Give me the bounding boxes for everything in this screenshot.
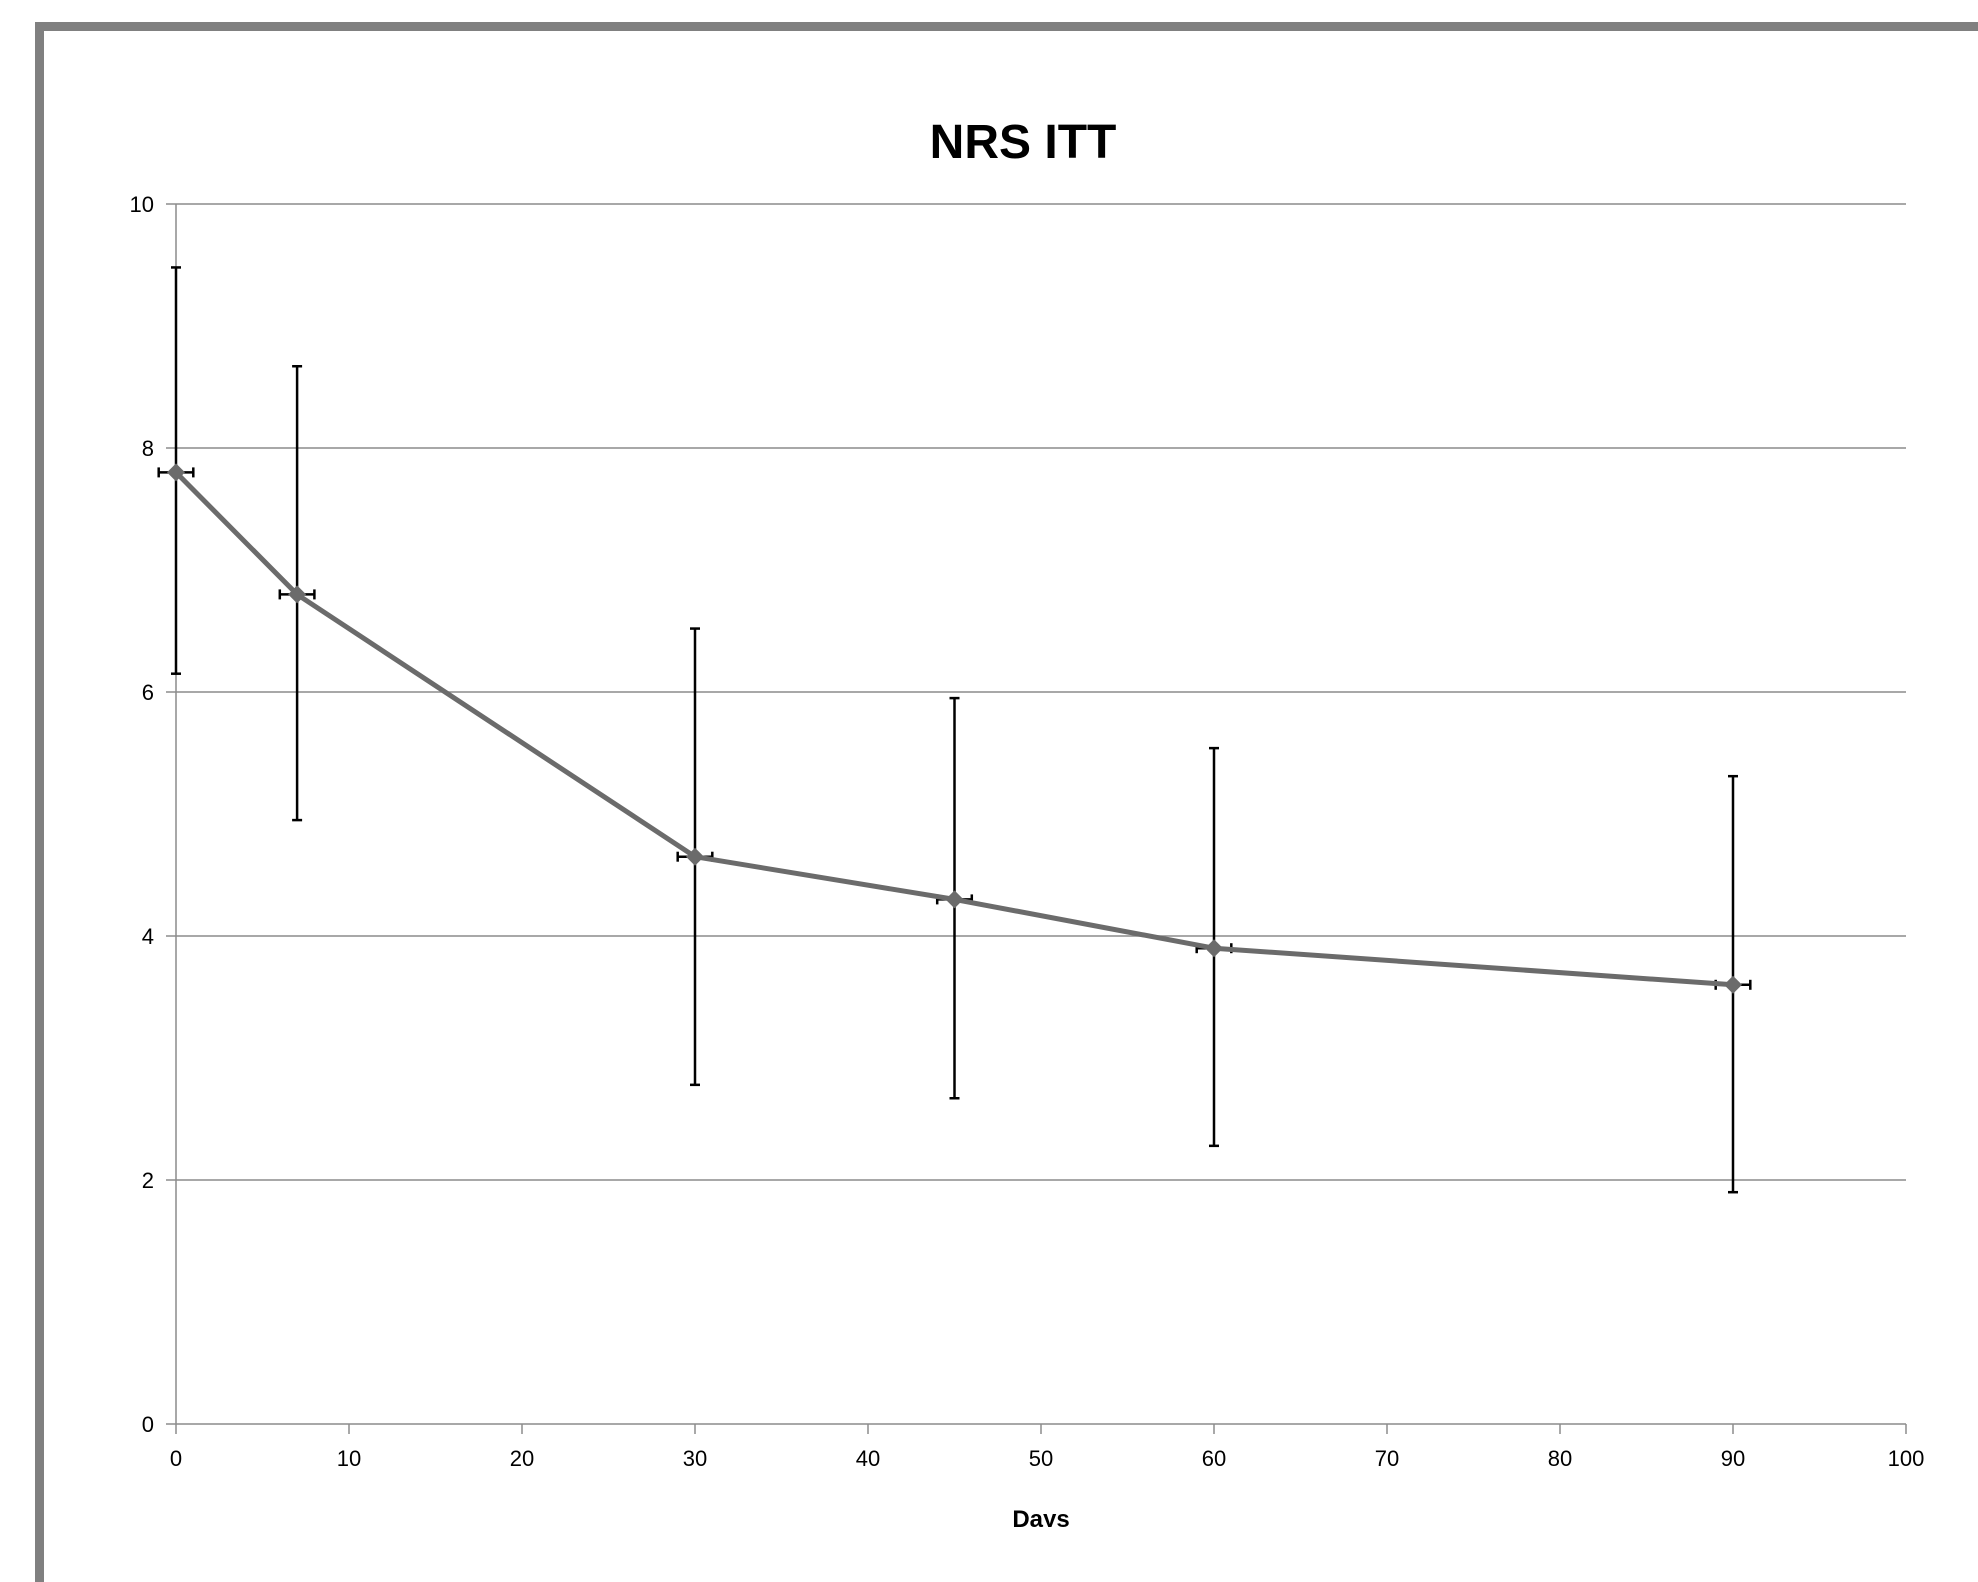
y-tick-label: 2 xyxy=(142,1168,154,1193)
axes xyxy=(166,203,1907,1434)
x-tick-label: 50 xyxy=(1029,1446,1053,1471)
x-tick-label: 90 xyxy=(1721,1446,1745,1471)
x-tick-label: 100 xyxy=(1888,1446,1925,1471)
x-tick-label: 0 xyxy=(170,1446,182,1471)
gridlines xyxy=(176,203,1906,1181)
data-point xyxy=(945,890,964,909)
x-tick-label: 20 xyxy=(510,1446,534,1471)
data-point xyxy=(1724,975,1742,994)
y-tick-label: 6 xyxy=(142,680,154,705)
error-bars xyxy=(157,266,1752,1194)
x-tick-label: 10 xyxy=(337,1446,361,1471)
data-point xyxy=(686,847,704,866)
chart-title: NRS ITT xyxy=(930,116,1117,169)
x-tick-label: 30 xyxy=(683,1446,707,1471)
data-point xyxy=(167,463,185,482)
data-point xyxy=(1205,939,1223,958)
x-axis-title: Days xyxy=(1012,1506,1069,1527)
chart-frame xyxy=(35,22,1978,1582)
x-tick-label: 80 xyxy=(1548,1446,1572,1471)
y-tick-label: 0 xyxy=(142,1412,154,1437)
x-tick-label: 40 xyxy=(856,1446,880,1471)
series xyxy=(167,463,1742,994)
data-point xyxy=(288,585,307,604)
y-tick-label: 8 xyxy=(142,436,154,461)
series-line xyxy=(174,470,1734,988)
x-tick-label: 70 xyxy=(1375,1446,1399,1471)
y-tick-label: 10 xyxy=(130,192,154,217)
x-tick-label: 60 xyxy=(1202,1446,1226,1471)
y-tick-label: 4 xyxy=(142,924,154,949)
